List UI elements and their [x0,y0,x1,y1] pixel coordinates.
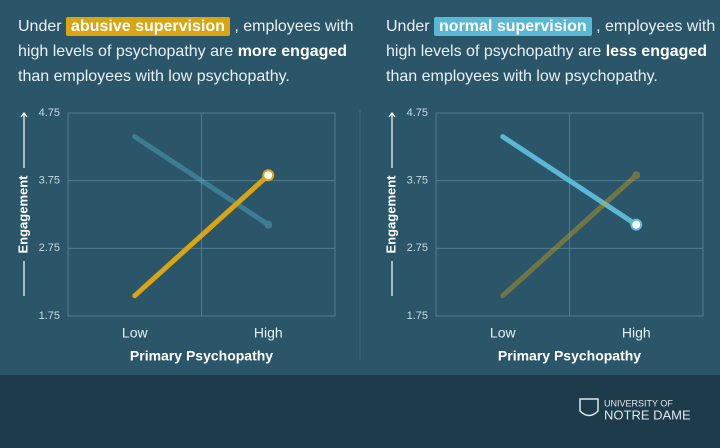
y-axis-arrow [388,112,396,296]
title-part: , employees with high levels of psychopa… [386,18,716,60]
series-line [132,134,271,228]
y-axis-title: Engagement [15,175,30,254]
series-line [132,172,271,299]
title-part: than employees with low psychopathy. [18,68,290,85]
title-part: Under [18,18,62,35]
logo-line2: NOTRE DAME [604,407,691,422]
logo: UNIVERSITY OF NOTRE DAME [579,398,691,422]
series-line [500,172,639,299]
x-tick-label: High [254,325,283,341]
y-axis-title: Engagement [383,175,398,254]
title-part: Under [386,18,430,35]
logo-line1: UNIVERSITY OF [604,398,673,408]
y-tick-label: 2.75 [407,242,428,254]
footer-band [0,375,720,448]
end-marker [632,171,641,180]
end-marker [264,220,273,229]
x-tick-label: High [622,325,651,341]
title-part: normal supervision [434,17,592,36]
x-tick-label: Low [122,325,149,341]
chart-title: Under normal supervision , employees wit… [386,14,720,89]
y-tick-label: 1.75 [407,310,428,322]
series-line [500,134,639,228]
y-tick-label: 3.75 [407,175,428,187]
y-tick-label: 3.75 [39,175,60,187]
x-tick-label: Low [490,325,517,341]
series [500,171,641,299]
title-part: abusive supervision [66,17,230,36]
title-part: less engaged [605,43,708,60]
end-marker [630,218,643,231]
y-tick-label: 4.75 [39,107,60,119]
chart-title: Under abusive supervision , employees wi… [18,14,358,89]
y-tick-label: 4.75 [407,107,428,119]
title-part: more engaged [237,43,348,60]
series [132,134,273,229]
title-part: than employees with low psychopathy. [386,68,658,85]
y-tick-label: 1.75 [39,310,60,322]
series [132,169,275,299]
series [500,134,643,231]
x-axis-title: Primary Psychopathy [130,348,273,364]
y-axis-arrow [20,112,28,296]
x-axis-title: Primary Psychopathy [498,348,641,364]
end-marker [262,169,275,182]
y-tick-label: 2.75 [39,242,60,254]
title-part: , employees with high levels of psychopa… [18,18,354,60]
